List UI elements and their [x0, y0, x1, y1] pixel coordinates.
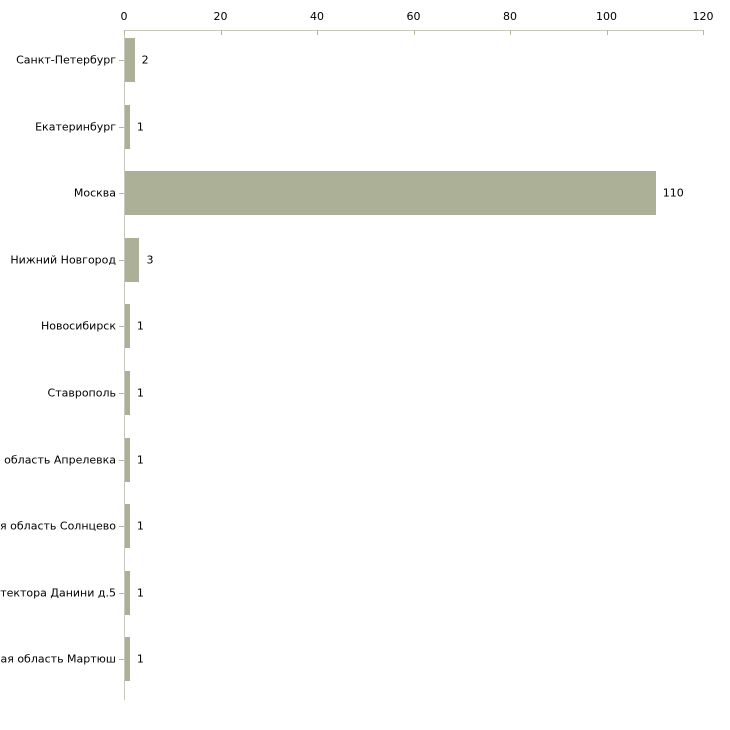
- y-axis-tick: [119, 393, 124, 394]
- bar-value-label: 110: [662, 186, 684, 200]
- bar-value-label: 1: [136, 386, 144, 400]
- x-axis-tick-label: 20: [213, 10, 228, 23]
- x-axis-tick: [220, 30, 222, 35]
- x-axis-tick-label: 80: [503, 10, 517, 23]
- bar-value-label: 1: [136, 120, 144, 134]
- x-axis-tick-label: 120: [692, 10, 714, 23]
- x-axis-tick: [606, 30, 608, 35]
- category-label: я область Апрелевка: [0, 453, 116, 467]
- category-label: кая область Мартюш: [0, 652, 116, 666]
- y-axis-tick: [119, 526, 124, 527]
- x-axis-tick: [703, 30, 704, 35]
- category-label: Москва: [73, 186, 116, 200]
- y-axis-tick: [119, 460, 124, 461]
- x-axis-tick: [124, 30, 125, 35]
- category-label: итектора Данини д.5: [0, 586, 116, 600]
- x-axis-tick-label: 100: [596, 10, 617, 23]
- bar-value-label: 2: [141, 53, 149, 67]
- y-axis-tick: [119, 593, 124, 594]
- x-axis-tick-label: 40: [310, 10, 324, 23]
- category-label: Новосибирск: [40, 319, 116, 333]
- y-axis-tick: [119, 60, 124, 61]
- x-axis-tick: [413, 30, 415, 35]
- y-axis-tick: [119, 260, 124, 261]
- category-label: Санкт-Петербург: [16, 53, 116, 67]
- bar-value-label: 1: [136, 453, 144, 467]
- bar-value-label: 1: [136, 319, 144, 333]
- x-axis-tick: [317, 30, 318, 35]
- y-axis-line: [124, 30, 125, 700]
- category-label: Екатеринбург: [35, 120, 116, 134]
- y-axis-tick: [119, 193, 124, 194]
- bar[interactable]: [125, 570, 130, 615]
- category-label: ая область Солнцево: [0, 519, 116, 533]
- x-axis-tick-label: 60: [406, 10, 421, 23]
- y-axis-tick: [119, 326, 124, 327]
- bar[interactable]: [125, 637, 130, 682]
- y-axis-tick: [119, 127, 124, 128]
- bar-value-label: 3: [146, 253, 154, 267]
- bar-value-label: 1: [136, 586, 144, 600]
- bar-value-label: 1: [136, 652, 144, 666]
- bar[interactable]: [125, 437, 130, 482]
- bar[interactable]: [125, 304, 130, 349]
- bar[interactable]: [125, 104, 130, 149]
- bar[interactable]: [125, 504, 130, 549]
- bar-value-label: 1: [136, 519, 144, 533]
- x-axis-tick-label: 0: [120, 10, 128, 23]
- category-label: Ставрополь: [47, 386, 116, 400]
- x-axis-tick: [510, 30, 511, 35]
- bar[interactable]: [125, 371, 130, 415]
- category-label: Нижний Новгород: [10, 253, 116, 267]
- bar[interactable]: [125, 237, 140, 282]
- y-axis-tick: [119, 659, 124, 660]
- bar[interactable]: [125, 171, 656, 216]
- bar[interactable]: [125, 38, 135, 82]
